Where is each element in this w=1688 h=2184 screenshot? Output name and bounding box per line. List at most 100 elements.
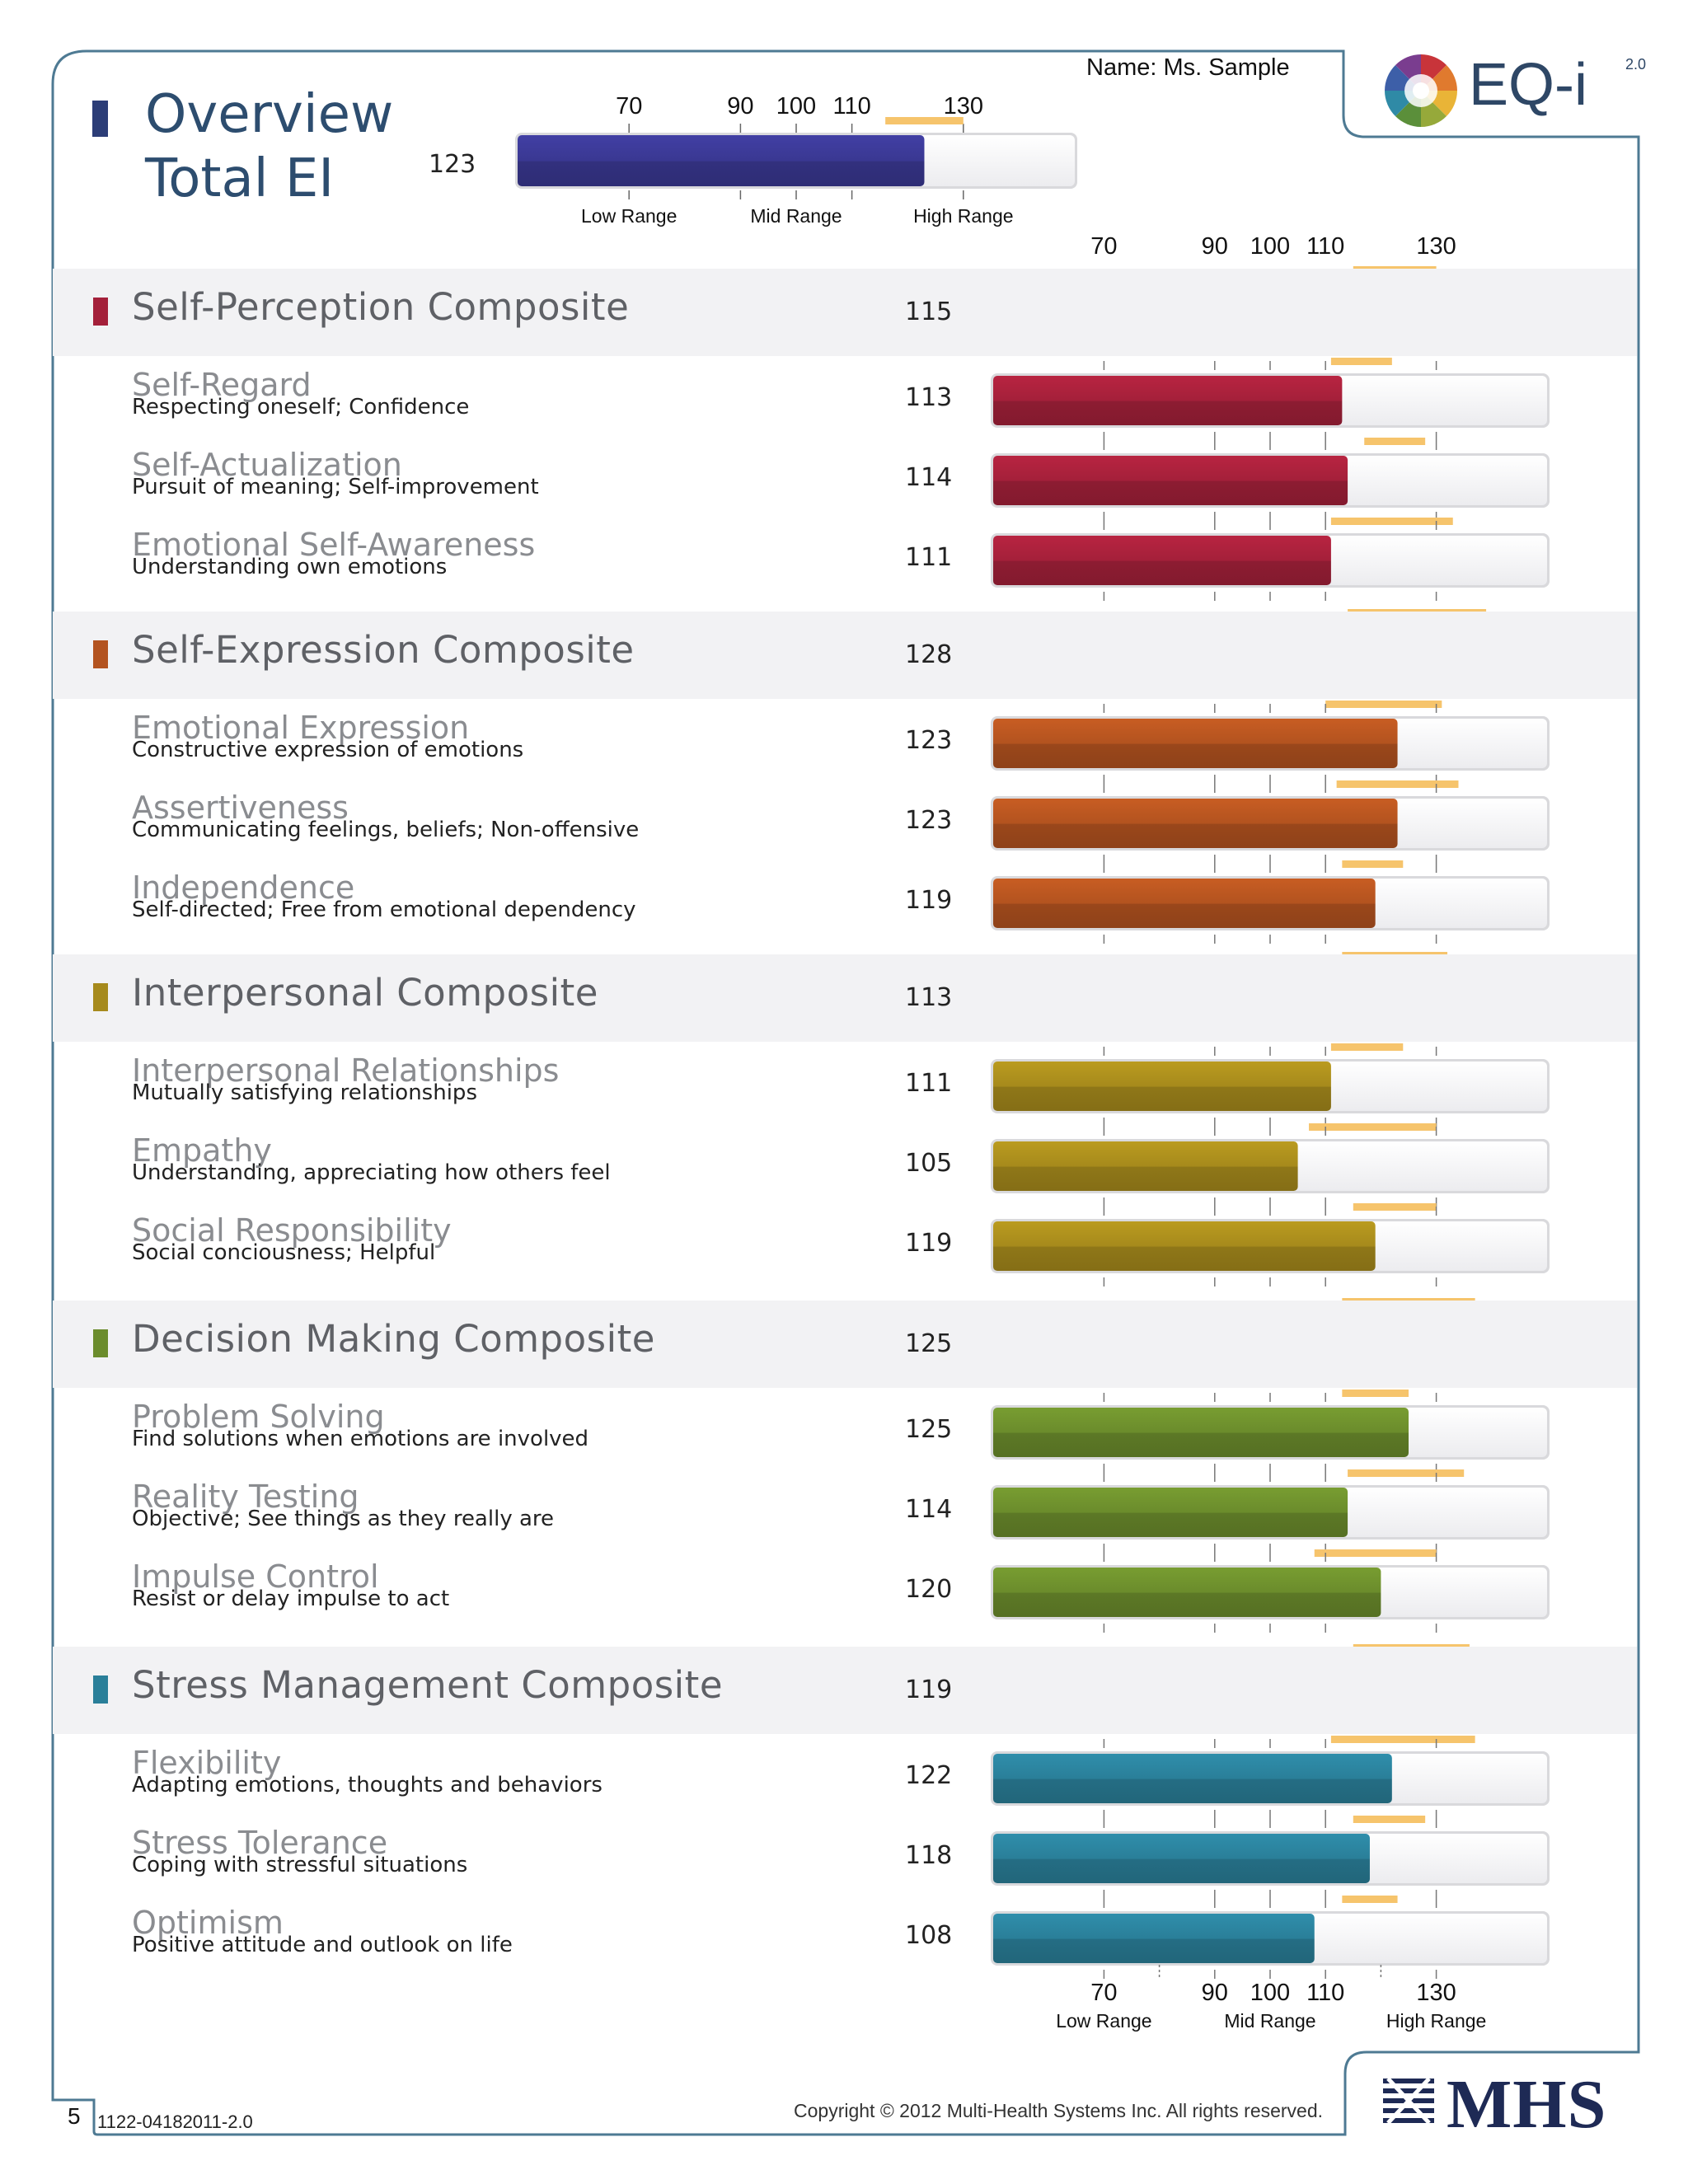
subscale-description: Coping with stressful situations [132,1853,468,1877]
subscale-name: Emotional Expression [132,710,470,746]
top-axis-tick-label: 110 [1306,233,1344,260]
top-axis-tick-label: 100 [1250,233,1290,260]
composite-marker [93,1675,108,1704]
subscale-description: Mutually satisfying relationships [132,1080,477,1105]
subscale-range-band [1342,1896,1398,1903]
subscale-range-band [1330,1736,1475,1743]
subscale-score: 119 [905,1229,953,1258]
top-axis-tick-label: 70 [1090,233,1117,260]
subscale-bar [993,1914,1315,1963]
total-ei-title: Total EI [145,148,335,209]
total-tick-label: 70 [616,93,642,120]
overview-marker [92,101,108,137]
mhs-logo-icon [1383,2077,1434,2125]
subscale-description: Self-directed; Free from emotional depen… [132,898,636,922]
page-number: 5 [68,2103,81,2129]
client-name: Name: Ms. Sample [1086,54,1290,81]
subscale-description: Communicating feelings, beliefs; Non-off… [132,818,640,842]
subscale-bar [993,1488,1348,1537]
subscale-description: Resist or delay impulse to act [132,1586,450,1611]
subscale-bar [993,376,1343,425]
bottom-axis-tick-label: 110 [1306,1980,1344,2006]
top-axis-tick-label: 90 [1202,233,1228,260]
composite-score: 125 [905,1329,953,1358]
subscale-bar [993,1834,1370,1883]
subscale-name: Optimism [132,1905,284,1941]
bottom-axis-range-label: High Range [1386,2010,1486,2032]
eqi-version: 2.0 [1625,56,1647,73]
bottom-axis-tick-label: 130 [1416,1980,1456,2006]
subscale-score: 120 [905,1575,953,1604]
subscale-bar [993,1141,1298,1191]
subscale-description: Understanding, appreciating how others f… [132,1160,611,1185]
subscale-bar [993,719,1398,768]
subscale-name: Self-Actualization [132,447,402,483]
subscale-range-band [1348,1469,1465,1477]
composite-score: 113 [905,983,953,1012]
overview-title: Overview [145,84,394,145]
subscale-name: Emotional Self-Awareness [132,527,536,563]
subscale-name: Stress Tolerance [132,1825,388,1861]
subscale-range-band [1336,780,1459,788]
top-axis-tick-label: 130 [1416,233,1456,260]
subscale-range-band [1325,701,1442,708]
subscale-score: 119 [905,886,953,915]
total-ei-score: 123 [429,150,476,179]
mhs-logo: MHS [1447,2066,1607,2143]
composite-name: Decision Making Composite [132,1317,655,1361]
total-tick-label: 110 [832,93,870,120]
subscale-score: 105 [905,1149,953,1178]
composite-band [53,612,1637,699]
subscale-name: Interpersonal Relationships [132,1052,560,1089]
subscale-range-band [1330,1043,1404,1051]
composite-name: Interpersonal Composite [132,971,598,1015]
page-title: Overview Total EI [145,82,393,211]
composite-name: Self-Perception Composite [132,285,630,329]
composite-score: 119 [905,1675,953,1704]
subscale-range-band [1342,1390,1409,1397]
subscale-name: Reality Testing [132,1479,359,1515]
subscale-score: 122 [905,1761,953,1790]
composite-band [53,954,1637,1042]
subscale-score: 111 [905,1069,953,1098]
subscale-bar [993,1062,1331,1111]
subscale-range-band [1364,438,1426,445]
composite-score: 128 [905,640,953,669]
subscale-range-band [1314,1549,1437,1557]
subscale-range-band [1342,860,1404,868]
total-range-label: Low Range [581,205,677,227]
subscale-score: 111 [905,543,953,572]
subscale-range-band [1309,1123,1437,1131]
subscale-description: Pursuit of meaning; Self-improvement [132,475,539,499]
composite-band [53,1647,1637,1734]
subscale-score: 113 [905,383,953,412]
subscale-name: Independence [132,869,355,906]
composite-name: Self-Expression Composite [132,628,635,672]
bottom-axis-range-label: Low Range [1056,2010,1151,2032]
composite-name: Stress Management Composite [132,1663,723,1707]
bottom-axis-range-label: Mid Range [1224,2010,1315,2032]
subscale-name: Social Responsibility [132,1212,452,1249]
eqi-logo-icon [1385,54,1457,127]
copyright: Copyright © 2012 Multi-Health Systems In… [794,2100,1324,2121]
total-range-label: High Range [913,205,1013,227]
subscale-bar [993,456,1348,505]
subscale-bar [993,879,1376,928]
subscale-score: 123 [905,726,953,755]
subscale-description: Social conciousness; Helpful [132,1240,436,1265]
subscale-bar [993,1754,1392,1803]
composite-band [53,1301,1637,1388]
subscale-bar [993,799,1398,848]
bottom-axis-tick-label: 90 [1202,1980,1228,2006]
subscale-score: 123 [905,806,953,835]
subscale-description: Positive attitude and outlook on life [132,1933,513,1957]
composite-marker [93,640,108,668]
subscale-bar [993,1221,1376,1271]
subscale-description: Constructive expression of emotions [132,738,524,762]
composite-marker [93,983,108,1011]
total-tick-label: 90 [727,93,753,120]
subscale-range-band [1330,518,1453,525]
total-ei-bar [518,135,925,186]
bottom-axis-tick-label: 70 [1090,1980,1117,2006]
subscale-description: Objective; See things as they really are [132,1507,555,1531]
